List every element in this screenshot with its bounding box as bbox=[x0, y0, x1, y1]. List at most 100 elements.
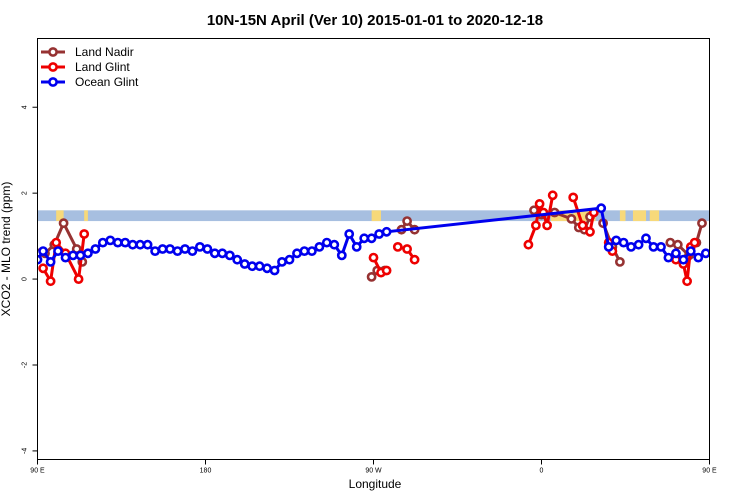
series-ocean-glint-point bbox=[277, 256, 287, 267]
series-ocean-glint-point bbox=[618, 237, 629, 248]
series-land-glint-point bbox=[547, 190, 558, 201]
plot-frame bbox=[37, 38, 710, 460]
series-ocean-glint-point bbox=[269, 265, 280, 276]
series-ocean-glint-point bbox=[217, 248, 228, 259]
y-axis-label: XCO2 - MLO trend (ppm) bbox=[0, 182, 13, 317]
series-ocean-glint-point bbox=[53, 246, 63, 256]
legend-marker bbox=[48, 47, 58, 57]
legend-label: Land Nadir bbox=[75, 45, 134, 59]
series-ocean-glint-point bbox=[262, 263, 272, 274]
series-ocean-glint-point bbox=[678, 254, 689, 265]
series-ocean-glint-point bbox=[75, 250, 86, 261]
series-ocean-glint-point bbox=[97, 237, 108, 248]
series-land-glint-point bbox=[368, 252, 379, 263]
x-tick-label: 0 bbox=[540, 468, 544, 475]
series-ocean-glint-point bbox=[693, 252, 704, 263]
series-ocean-glint-point bbox=[374, 229, 384, 239]
series-ocean-glint-point bbox=[306, 246, 317, 256]
series-land-glint-point bbox=[577, 220, 588, 231]
series-land-glint-point bbox=[73, 274, 84, 284]
series-ocean-glint-point bbox=[656, 241, 666, 252]
series-land-nadir-point bbox=[529, 205, 539, 216]
series-ocean-glint-point bbox=[641, 233, 651, 244]
legend-label: Ocean Glint bbox=[75, 75, 139, 89]
series-ocean-glint-point bbox=[336, 250, 347, 261]
land-patch bbox=[573, 210, 596, 222]
series-ocean-glint-point bbox=[596, 203, 607, 214]
land-patch bbox=[649, 210, 660, 222]
series-ocean-glint-point bbox=[83, 248, 93, 259]
series-ocean-glint-point bbox=[603, 241, 614, 252]
series-land-glint-point bbox=[523, 239, 534, 250]
series-land-glint-point bbox=[79, 229, 90, 239]
series-ocean-glint-point bbox=[633, 239, 644, 250]
series-ocean-glint-point bbox=[648, 241, 659, 252]
series-ocean-glint-point bbox=[344, 229, 355, 239]
axes: 90 E 180 90 W 0 90 E -4 -2 0 2 4 bbox=[22, 105, 718, 474]
series-ocean-glint-point bbox=[299, 246, 310, 256]
series-land-nadir-point bbox=[566, 213, 577, 224]
series-ocean-glint-point bbox=[165, 244, 175, 254]
series-land-glint-point bbox=[568, 192, 579, 203]
series-ocean-glint-point bbox=[663, 252, 674, 263]
series-ocean-glint-point bbox=[671, 248, 681, 259]
series-ocean-glint-point bbox=[127, 239, 138, 250]
series-land-glint-point bbox=[542, 220, 552, 231]
legend-label: Land Glint bbox=[75, 60, 130, 74]
series-ocean-glint-point bbox=[150, 246, 160, 256]
y-tick-label: 0 bbox=[22, 277, 29, 281]
series-ocean-glint-point bbox=[105, 235, 116, 246]
series-ocean-glint-point bbox=[284, 254, 295, 265]
series-ocean-glint-point bbox=[172, 246, 183, 256]
series-ocean-glint-point bbox=[60, 252, 71, 263]
series-land-glint-point bbox=[689, 237, 700, 248]
series-land-nadir-point bbox=[672, 239, 683, 250]
series-ocean-glint-point bbox=[232, 254, 243, 265]
land-patch bbox=[619, 210, 626, 222]
land-patch bbox=[371, 210, 381, 222]
series-ocean-glint-point bbox=[45, 256, 56, 267]
series-ocean-glint-point bbox=[142, 239, 153, 250]
series-land-glint-point bbox=[402, 244, 412, 254]
y-tick-label: 4 bbox=[22, 105, 29, 109]
series-land-glint-point bbox=[409, 254, 420, 265]
series-land-glint-point bbox=[381, 265, 392, 276]
series-land-glint-point bbox=[45, 276, 56, 287]
series-ocean-glint-point bbox=[321, 237, 332, 248]
series-ocean-glint-point bbox=[381, 226, 392, 237]
series-ocean-glint-point bbox=[366, 233, 377, 244]
series-ocean-glint-point bbox=[38, 246, 48, 256]
series-ocean-glint-point bbox=[314, 241, 325, 252]
series-ocean-glint-point bbox=[329, 239, 340, 250]
series-ocean-glint-point bbox=[202, 244, 213, 254]
series-ocean-glint-point bbox=[685, 246, 696, 256]
series-ocean-glint-point bbox=[90, 244, 101, 254]
x-tick-label: 90 E bbox=[30, 468, 45, 475]
series-land-nadir-point bbox=[665, 237, 676, 248]
chart-title: 10N-15N April (Ver 10) 2015-01-01 to 202… bbox=[207, 12, 543, 29]
series-land-glint-point bbox=[51, 237, 62, 248]
x-tick-label: 180 bbox=[200, 468, 212, 475]
x-tick-label: 90 E bbox=[702, 468, 717, 475]
land-patch bbox=[56, 210, 64, 222]
series-land-glint-point bbox=[682, 276, 692, 287]
plot-area bbox=[37, 190, 710, 287]
series-ocean-glint-point bbox=[239, 259, 250, 269]
series-ocean-glint-point bbox=[224, 250, 235, 261]
series-ocean-glint-point bbox=[187, 246, 198, 256]
y-tick-label: 2 bbox=[22, 191, 29, 195]
y-tick-label: -4 bbox=[22, 448, 29, 454]
series-land-nadir-point bbox=[366, 271, 377, 282]
series-land-glint-point bbox=[534, 198, 545, 209]
series-ocean-glint-point bbox=[194, 241, 205, 252]
series-land-nadir-point bbox=[402, 216, 412, 226]
series-land-nadir-point bbox=[697, 218, 707, 229]
series-land-glint-point bbox=[38, 263, 48, 274]
land-patch bbox=[632, 210, 647, 222]
series-ocean-glint-point bbox=[626, 241, 636, 252]
land-patch bbox=[84, 210, 88, 222]
x-tick-label: 90 W bbox=[365, 468, 382, 475]
